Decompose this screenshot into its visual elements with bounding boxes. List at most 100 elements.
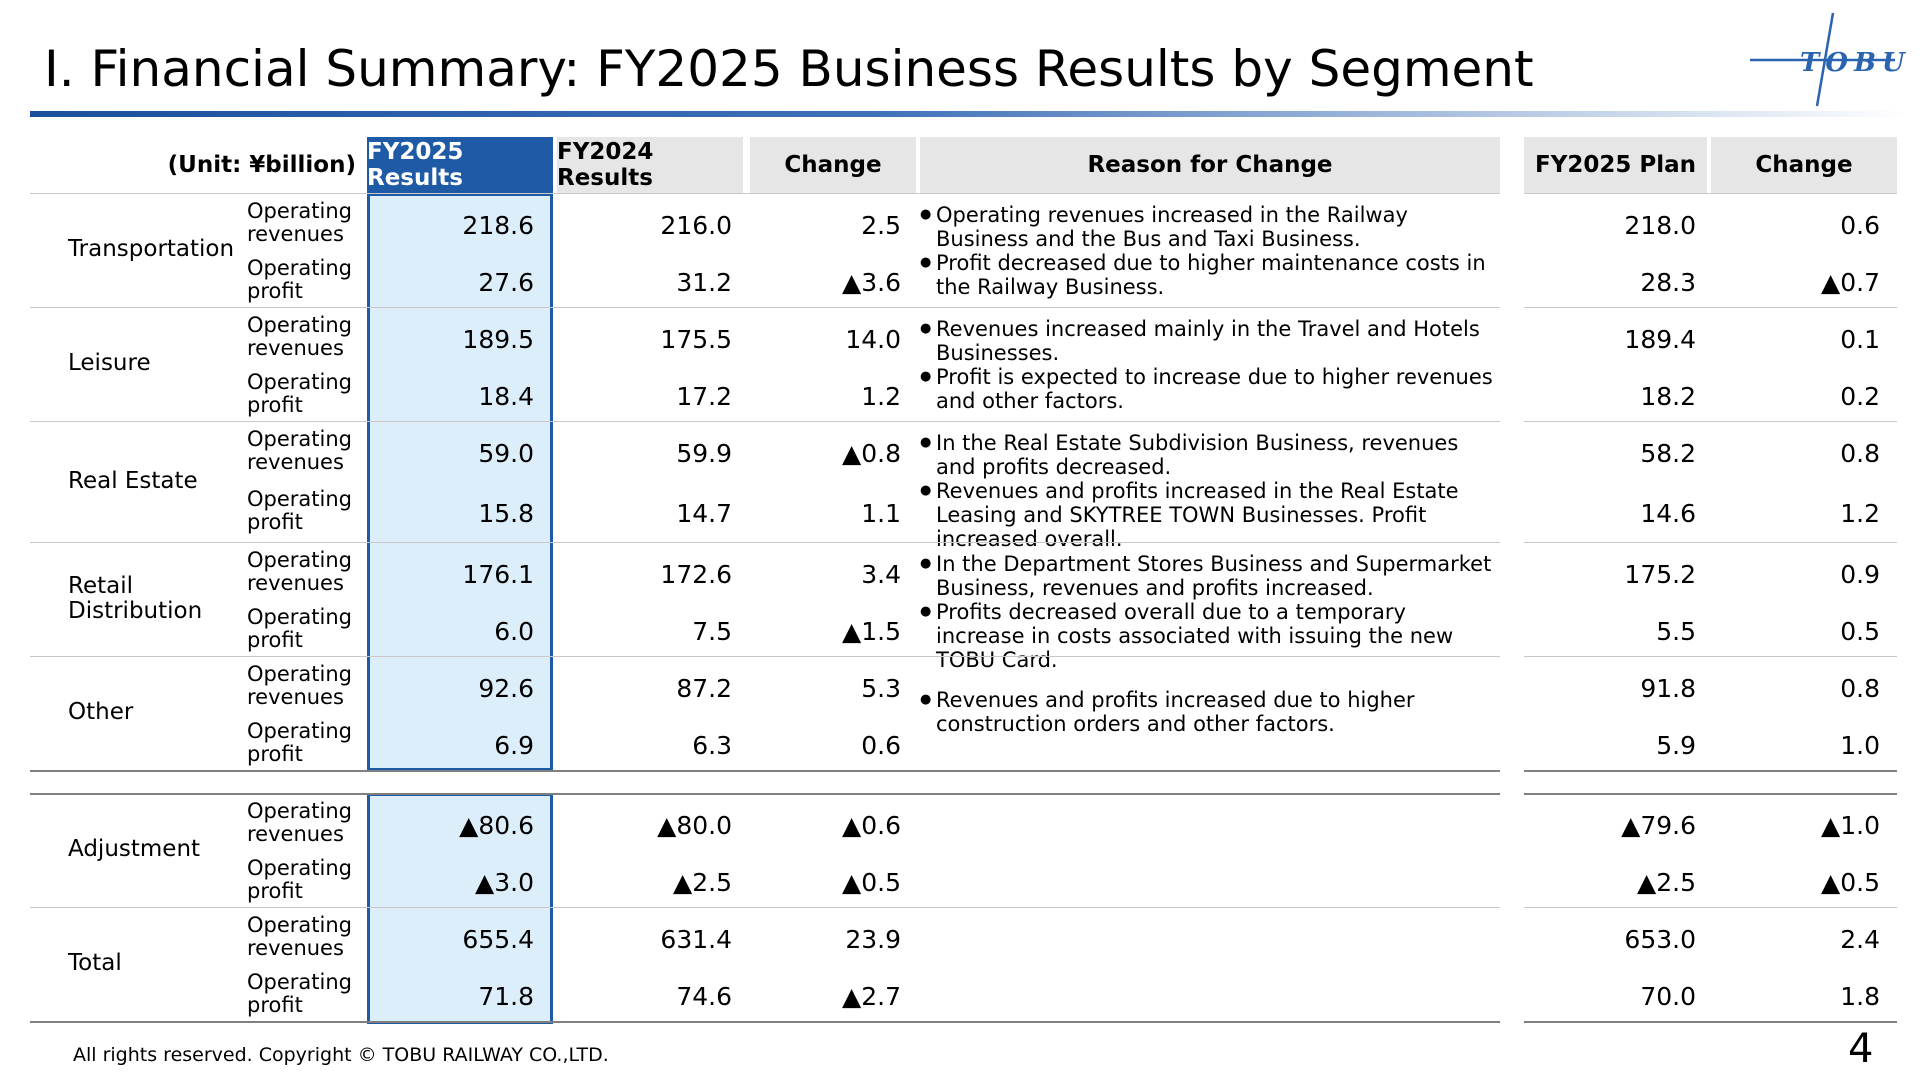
cell-fy2024: 74.6 [676, 982, 732, 1011]
cell-change: 1.1 [861, 499, 901, 528]
cell-change: 2.5 [861, 211, 901, 240]
cell-change: 0.6 [861, 731, 901, 760]
row-item-label: Operating revenues [247, 548, 352, 595]
row-item-label: Operating revenues [247, 913, 352, 960]
cell-fy2025: 176.1 [462, 560, 534, 589]
segment-divider-plan [1524, 421, 1897, 422]
reason-bullet: Profit decreased due to higher maintenan… [920, 251, 1500, 299]
cell-plan-change: ▲0.5 [1821, 868, 1880, 897]
segment-name: Adjustment [68, 836, 201, 862]
reason-text: Revenues increased mainly in the Travel … [920, 317, 1500, 413]
cell-fy2024: 31.2 [676, 268, 732, 297]
cell-fy2025: 15.8 [478, 499, 534, 528]
cell-plan-change: ▲0.7 [1821, 268, 1880, 297]
col-header-change: Change [750, 137, 916, 193]
row-item-label: Operating revenues [247, 799, 352, 846]
cell-fy2025: 6.9 [494, 731, 534, 760]
segment-divider [30, 307, 1500, 308]
cell-fy2024: ▲80.0 [657, 811, 732, 840]
row-item-label: Operating profit [247, 370, 352, 417]
row-item-label: Operating revenues [247, 427, 352, 474]
col-header-reason: Reason for Change [920, 137, 1500, 193]
cell-fy2025: 655.4 [462, 925, 534, 954]
cell-plan-change: 0.5 [1840, 617, 1880, 646]
cell-plan: 5.5 [1656, 617, 1696, 646]
cell-fy2024: 172.6 [660, 560, 732, 589]
segment-divider [30, 421, 1500, 422]
segment-name: Other [68, 699, 134, 725]
cell-plan-change: 0.1 [1840, 325, 1880, 354]
cell-plan: ▲2.5 [1637, 868, 1696, 897]
segment-divider [30, 770, 1500, 772]
cell-plan: 70.0 [1640, 982, 1696, 1011]
cell-change: 14.0 [845, 325, 901, 354]
reason-text: Operating revenues increased in the Rail… [920, 203, 1500, 299]
cell-change: ▲0.6 [842, 811, 901, 840]
cell-change: 5.3 [861, 674, 901, 703]
row-item-label: Operating profit [247, 970, 352, 1017]
segment-divider [30, 1021, 1500, 1023]
segment-divider-plan [1524, 770, 1897, 772]
cell-plan-change: ▲1.0 [1821, 811, 1880, 840]
cell-fy2024: 631.4 [660, 925, 732, 954]
reason-bullet: Profit is expected to increase due to hi… [920, 365, 1500, 413]
cell-fy2025: 71.8 [478, 982, 534, 1011]
cell-fy2025: ▲3.0 [475, 868, 534, 897]
cell-fy2024: 14.7 [676, 499, 732, 528]
lower-section-top-rule-plan [1524, 793, 1897, 795]
cell-change: ▲1.5 [842, 617, 901, 646]
row-item-label: Operating revenues [247, 199, 352, 246]
col-header-fy2024-results: FY2024 Results [557, 137, 743, 193]
cell-fy2025: 18.4 [478, 382, 534, 411]
cell-fy2024: 7.5 [692, 617, 732, 646]
company-logo [1750, 12, 1895, 107]
cell-fy2024: 6.3 [692, 731, 732, 760]
cell-fy2025: 6.0 [494, 617, 534, 646]
reason-bullet: In the Real Estate Subdivision Business,… [920, 431, 1500, 479]
cell-plan: 218.0 [1624, 211, 1696, 240]
col-header-fy2025-plan: FY2025 Plan [1524, 137, 1707, 193]
cell-plan-change: 0.8 [1840, 439, 1880, 468]
segment-name: Real Estate [68, 467, 198, 494]
cell-fy2025: 59.0 [478, 439, 534, 468]
cell-change: ▲0.8 [842, 439, 901, 468]
cell-plan: 5.9 [1656, 731, 1696, 760]
cell-plan: 18.2 [1640, 382, 1696, 411]
cell-plan: 189.4 [1624, 325, 1696, 354]
cell-fy2025: 92.6 [478, 674, 534, 703]
segment-name: Total [68, 950, 122, 976]
reason-bullet: Revenues increased mainly in the Travel … [920, 317, 1500, 365]
cell-plan-change: 1.8 [1840, 982, 1880, 1011]
segment-name: Transportation [68, 236, 235, 262]
page-number: 4 [1848, 1026, 1874, 1072]
header-bottom-rule [30, 193, 1500, 194]
row-item-label: Operating profit [247, 256, 352, 303]
segment-divider-plan [1524, 1021, 1897, 1023]
row-item-label: Operating profit [247, 719, 352, 766]
cell-plan: 175.2 [1624, 560, 1696, 589]
cell-change: 3.4 [861, 560, 901, 589]
reason-text: In the Real Estate Subdivision Business,… [920, 431, 1500, 551]
cell-plan: ▲79.6 [1621, 811, 1696, 840]
cell-plan-change: 0.8 [1840, 674, 1880, 703]
cell-plan: 91.8 [1640, 674, 1696, 703]
row-item-label: Operating profit [247, 605, 352, 652]
cell-plan: 58.2 [1640, 439, 1696, 468]
cell-change: ▲3.6 [842, 268, 901, 297]
copyright-footer: All rights reserved. Copyright © TOBU RA… [73, 1044, 609, 1066]
cell-fy2024: 87.2 [676, 674, 732, 703]
cell-plan-change: 2.4 [1840, 925, 1880, 954]
cell-plan-change: 0.9 [1840, 560, 1880, 589]
cell-fy2025: 189.5 [462, 325, 534, 354]
cell-plan-change: 1.0 [1840, 731, 1880, 760]
cell-fy2024: 17.2 [676, 382, 732, 411]
cell-fy2024: 59.9 [676, 439, 732, 468]
col-header-plan-change: Change [1711, 137, 1897, 193]
col-header-fy2025-results: FY2025 Results [367, 137, 553, 193]
lower-section-top-rule [30, 793, 1500, 795]
reason-bullet: Revenues and profits increased in the Re… [920, 479, 1500, 551]
reason-bullet: Operating revenues increased in the Rail… [920, 203, 1500, 251]
title-underline [30, 111, 1910, 117]
logo-text: TOBU [1800, 48, 1911, 78]
segment-divider-plan [1524, 542, 1897, 543]
